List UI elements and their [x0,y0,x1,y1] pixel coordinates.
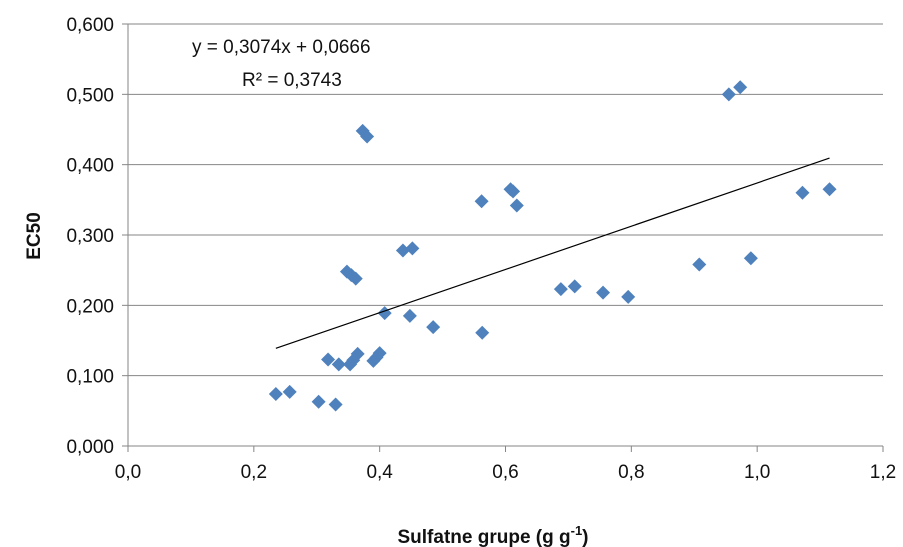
y-tick-label: 0,300 [66,226,114,247]
data-point [553,282,568,297]
data-point [474,194,489,209]
trendline-equation: y = 0,3074x + 0,0666 [192,37,371,58]
data-point [282,384,297,399]
data-point [733,80,748,95]
data-point [372,346,387,361]
data-point [268,386,283,401]
data-point [509,198,524,213]
y-tick-label: 0,500 [66,85,114,106]
y-axis-title: EC50 [24,212,45,260]
data-points [268,80,837,412]
data-point [331,357,346,372]
data-point [348,271,363,286]
data-point [692,257,707,272]
r-squared-label: R² = 0,3743 [242,70,342,91]
data-point [795,185,810,200]
x-tick-label: 1,2 [870,462,896,483]
data-point [822,182,837,197]
data-point [321,352,336,367]
x-tick-label: 0,2 [241,462,267,483]
x-axis-title-superscript: -1 [571,523,583,538]
gridlines [128,23,883,377]
y-tick-label: 0,200 [66,296,114,317]
x-tick-label: 0,0 [115,462,141,483]
y-tick-label: 0,400 [66,156,114,177]
data-point [395,243,410,258]
x-axis-title-text: Sulfatne grupe (g g [398,527,571,547]
data-point [721,87,736,102]
x-axis-title: Sulfatne grupe (g g-1) [398,523,589,547]
y-tick-label: 0,000 [66,437,114,458]
x-tick-label: 1,0 [744,462,770,483]
x-tick-label: 0,4 [366,462,393,483]
y-axis-ticks: 0,000 0,100 0,200 0,300 0,400 0,500 0,600 [66,15,128,458]
x-tick-label: 0,6 [492,462,518,483]
data-point [402,308,417,323]
data-point [743,251,758,266]
data-point [426,320,441,335]
data-point [360,129,375,144]
data-point [328,397,343,412]
data-point [621,289,636,304]
data-point [567,279,582,294]
data-point [405,241,420,256]
data-point [350,346,365,361]
x-axis-title-close: ) [582,527,588,547]
data-point [596,285,611,300]
x-tick-label: 0,8 [618,462,644,483]
data-point [506,184,521,199]
trendline [275,157,830,349]
data-point [311,394,326,409]
data-point [475,325,490,340]
x-axis-ticks: 0,0 0,2 0,4 0,6 0,8 1,0 1,2 [115,446,896,483]
y-tick-label: 0,100 [66,367,114,388]
y-tick-label: 0,600 [66,15,114,36]
